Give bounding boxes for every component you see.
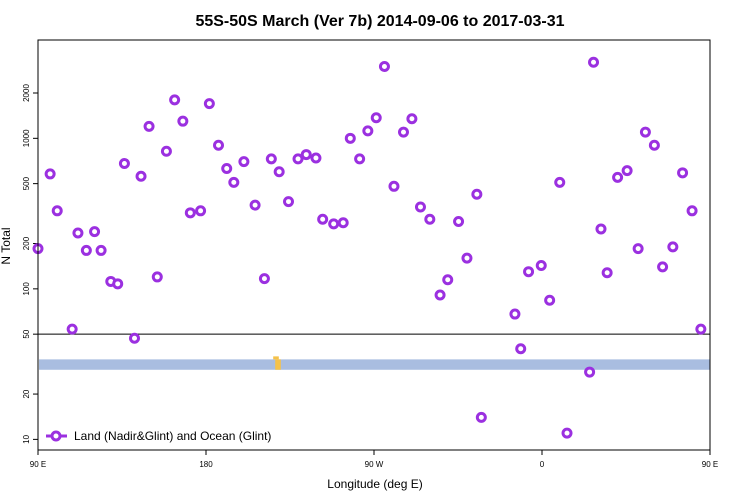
data-point: [370, 112, 382, 124]
data-point: [362, 125, 374, 137]
data-point: [221, 163, 233, 175]
y-tick-label: 20: [22, 389, 31, 398]
data-point: [561, 427, 573, 439]
y-tick-label: 1000: [22, 129, 31, 147]
x-tick-label: 180: [199, 460, 213, 469]
data-point: [203, 98, 215, 110]
data-point: [95, 244, 107, 256]
y-tick-label: 500: [22, 176, 31, 190]
data-point: [273, 166, 285, 178]
data-points: [32, 56, 707, 439]
data-point: [135, 170, 147, 182]
data-point: [265, 153, 277, 165]
data-point: [414, 201, 426, 213]
y-tick-label: 100: [22, 282, 31, 296]
data-point: [632, 243, 644, 255]
data-point: [667, 241, 679, 253]
data-point: [523, 266, 535, 278]
data-point: [310, 152, 322, 164]
y-axis-label: N Total: [0, 227, 13, 264]
data-point: [249, 199, 261, 211]
y-tick-label: 10: [22, 434, 31, 443]
data-point: [292, 153, 304, 165]
data-point: [601, 267, 613, 279]
data-point: [118, 158, 130, 170]
legend-marker: [50, 430, 62, 442]
data-point: [177, 115, 189, 127]
data-point: [129, 332, 141, 344]
data-point: [337, 217, 349, 229]
data-point: [595, 223, 607, 235]
data-point: [544, 294, 556, 306]
data-point: [461, 252, 473, 264]
data-point: [475, 411, 487, 423]
data-point: [300, 149, 312, 161]
data-point: [80, 244, 92, 256]
data-point: [169, 94, 181, 106]
data-point: [677, 167, 689, 179]
data-point: [434, 289, 446, 301]
x-tick-label: 90 W: [365, 460, 384, 469]
data-point: [588, 56, 600, 68]
data-point: [283, 196, 295, 208]
data-point: [228, 176, 240, 188]
data-point: [44, 168, 56, 180]
data-point: [657, 261, 669, 273]
y-tick-label: 50: [22, 329, 31, 338]
x-tick-label: 0: [540, 460, 545, 469]
data-point: [317, 213, 329, 225]
data-point: [184, 207, 196, 219]
y-tick-label: 2000: [22, 84, 31, 102]
chart-title: 55S-50S March (Ver 7b) 2014-09-06 to 201…: [195, 13, 564, 30]
data-point: [195, 205, 207, 217]
data-point: [554, 176, 566, 188]
data-point: [584, 366, 596, 378]
data-point: [112, 278, 124, 290]
plot-frame: [37, 39, 711, 451]
data-point: [72, 227, 84, 239]
data-point: [397, 126, 409, 138]
land-marks: [273, 356, 281, 370]
land-patch: [275, 359, 281, 370]
data-point: [509, 308, 521, 320]
data-point: [354, 153, 366, 165]
data-point: [406, 113, 418, 125]
legend: Land (Nadir&Glint) and Ocean (Glint): [46, 429, 271, 443]
data-point: [238, 156, 250, 168]
data-point: [639, 126, 651, 138]
data-point: [388, 180, 400, 192]
data-point: [648, 139, 660, 151]
y-axis: 10 20 50 100 200 500 1000 2000: [22, 84, 38, 444]
data-point: [344, 132, 356, 144]
x-tick-label: 90 E: [702, 460, 718, 469]
land-patch: [273, 356, 279, 360]
data-point: [453, 216, 465, 228]
data-point: [213, 139, 225, 151]
data-point: [328, 218, 340, 230]
data-point: [535, 259, 547, 271]
data-point: [143, 120, 155, 132]
data-point: [378, 61, 390, 73]
data-point: [151, 271, 163, 283]
data-point: [686, 205, 698, 217]
data-point: [621, 165, 633, 177]
x-tick-label: 90 E: [30, 460, 46, 469]
legend-label: Land (Nadir&Glint) and Ocean (Glint): [74, 429, 271, 443]
data-point: [515, 343, 527, 355]
data-point: [258, 273, 270, 285]
data-point: [442, 274, 454, 286]
data-point: [66, 323, 78, 335]
data-point: [612, 171, 624, 183]
data-point: [89, 226, 101, 238]
y-tick-label: 200: [22, 236, 31, 250]
land-ocean-band: [39, 359, 710, 370]
data-point: [424, 213, 436, 225]
data-point: [695, 323, 707, 335]
data-point: [160, 145, 172, 157]
data-point: [471, 188, 483, 200]
data-point: [51, 205, 63, 217]
x-axis-label: Longitude (deg E): [327, 477, 422, 491]
x-axis: 90 E 180 90 W 0 90 E: [30, 450, 718, 469]
